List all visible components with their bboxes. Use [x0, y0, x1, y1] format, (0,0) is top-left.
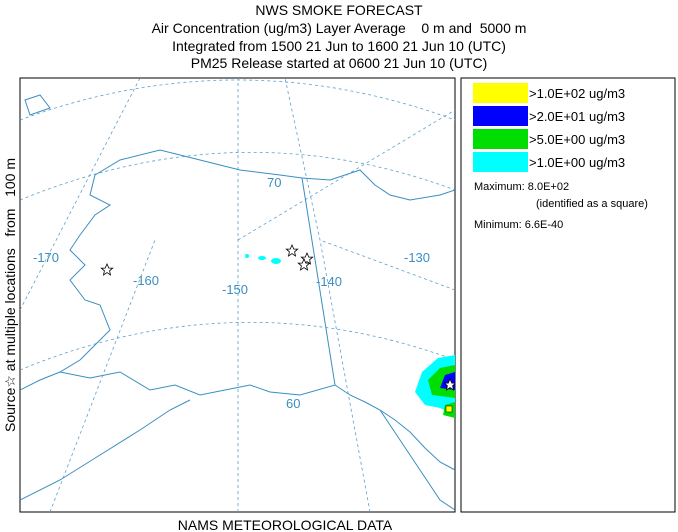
legend-label: >1.0E+00 ug/m3	[529, 155, 625, 170]
graticule	[20, 151, 455, 201]
side-label: Source☆ at multiple locations from 100 m	[2, 158, 18, 432]
max-note: (identified as a square)	[536, 198, 648, 210]
minimum: Minimum: 6.6E-40	[474, 219, 563, 231]
graticule-label: -160	[133, 273, 159, 288]
graticule	[20, 78, 141, 311]
coastline	[94, 149, 455, 201]
graticule	[20, 321, 455, 371]
graticule-label: 70	[267, 175, 281, 190]
source-star	[297, 258, 311, 271]
smoke-plume	[258, 256, 266, 260]
subtitle: Integrated from 1500 21 Jun to 1600 21 J…	[172, 38, 506, 54]
graticule	[20, 79, 455, 121]
map-frame	[19, 77, 456, 513]
source-star	[285, 244, 299, 257]
coastline	[379, 409, 455, 511]
legend-swatch	[473, 129, 528, 149]
legend-frame	[460, 77, 676, 513]
legend-swatch	[473, 106, 528, 126]
legend-label: >2.0E+01 ug/m3	[529, 109, 625, 124]
graticule-label: -170	[33, 250, 59, 265]
subtitle: Air Concentration (ug/m3) Layer Average …	[152, 20, 527, 36]
legend-label: >5.0E+00 ug/m3	[529, 132, 625, 147]
source-star	[443, 378, 455, 391]
coastline	[20, 399, 191, 501]
legend-swatch	[473, 83, 528, 103]
border	[301, 177, 336, 386]
source-star	[100, 263, 114, 276]
sources	[100, 244, 455, 391]
max-square	[445, 405, 453, 413]
legend-label: >1.0E+02 ug/m3	[529, 86, 625, 101]
map: -170 -160 -150 -140 -130 70 60	[19, 77, 456, 513]
coastline	[20, 174, 111, 391]
graticule	[284, 78, 371, 512]
legend-swatch	[473, 152, 528, 172]
graticule-label: -140	[316, 274, 342, 289]
subtitle: PM25 Release started at 0600 21 Jun 10 (…	[191, 55, 488, 71]
title: NWS SMOKE FORECAST	[255, 2, 423, 18]
graticule-label: -130	[404, 250, 430, 265]
smoke-plume	[271, 258, 281, 264]
smoke-plume	[428, 365, 455, 398]
footer: NAMS METEOROLOGICAL DATA	[178, 517, 393, 532]
legend: >1.0E+02 ug/m3 >2.0E+01 ug/m3 >5.0E+00 u…	[460, 77, 676, 513]
coastline	[59, 371, 455, 471]
graticule-label: -150	[222, 282, 248, 297]
coastline	[24, 94, 51, 116]
graticule-label: 60	[286, 396, 300, 411]
maximum: Maximum: 8.0E+02	[474, 181, 569, 193]
smoke-plume	[245, 254, 249, 258]
